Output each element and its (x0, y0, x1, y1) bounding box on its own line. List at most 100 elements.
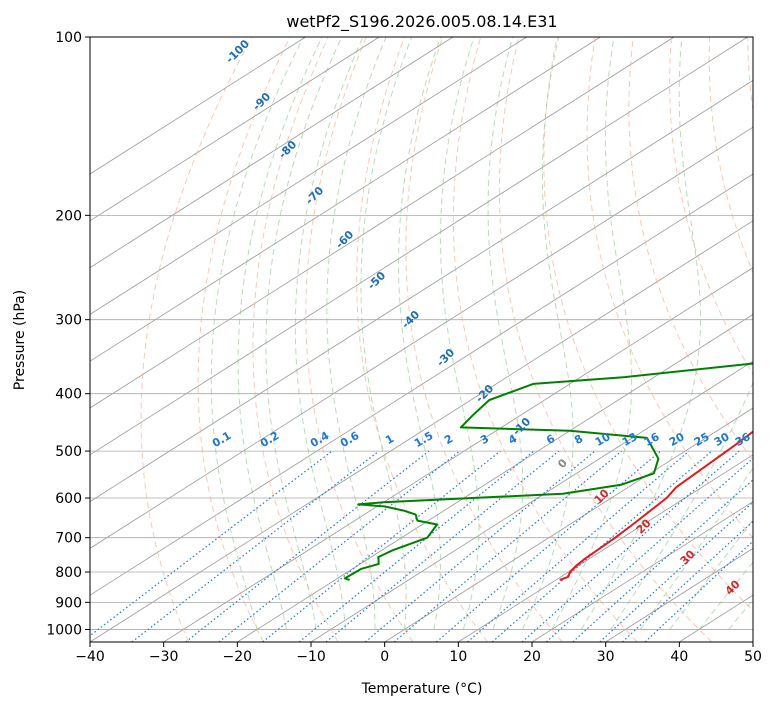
isotherm-line (458, 454, 753, 642)
y-tick-label: 900 (55, 595, 82, 611)
x-tick-label: −10 (296, 649, 326, 665)
x-tick-label: −30 (149, 649, 179, 665)
dry-adiabat-line (543, 37, 753, 612)
isotherm-line (90, 37, 675, 409)
x-tick-label: −20 (223, 649, 253, 665)
dry-adiabat-line (498, 37, 713, 642)
mixing-ratio-label: 0.2 (258, 429, 281, 450)
mixing-ratio-line (298, 450, 535, 642)
y-tick-label: 200 (55, 208, 82, 224)
mixing-ratio-line (393, 450, 622, 642)
moist-adiabat-line (580, 37, 702, 630)
moist-adiabat-line (360, 37, 413, 630)
mixing-ratio-line (218, 450, 461, 642)
dry-adiabat-line (197, 37, 291, 642)
mixing-ratio-label: 8 (572, 432, 585, 447)
isotherm-line (384, 407, 753, 642)
isotherm-line (237, 313, 753, 642)
plot-frame (89, 36, 754, 643)
mixing-ratio-label: 2 (442, 432, 455, 447)
chart-title: wetPf2_S196.2026.005.08.14.E31 (286, 12, 557, 32)
moist-adiabat-line (398, 37, 442, 630)
mixing-ratio-label: 0.6 (338, 429, 362, 450)
isotherm-line (90, 173, 753, 596)
dewpoint-profile-line (343, 362, 753, 581)
moist-adiabat-line (210, 37, 304, 630)
isotherm-line (90, 37, 454, 269)
x-axis-label: Temperature (°C) (361, 681, 483, 697)
mixing-ratio-line (325, 450, 560, 642)
dry-adiabat-label: -80 (276, 138, 299, 161)
mixing-ratio-label: 20 (667, 430, 687, 449)
mixing-ratio-line (185, 450, 430, 642)
x-tick-label: 30 (597, 649, 615, 665)
mixing-ratio-line (131, 450, 380, 642)
mixing-ratio-label: 25 (692, 430, 712, 449)
dry-adiabat-label: -50 (365, 269, 388, 292)
mixing-ratio-line (467, 450, 690, 642)
isotherm-line (90, 37, 748, 456)
dry-adiabat-label: -30 (434, 346, 457, 369)
moist-adiabat-line (698, 561, 753, 630)
moist-adiabat-label: 40 (723, 577, 743, 597)
mixing-ratio-label: 16 (642, 430, 662, 449)
isotherm-line (90, 220, 753, 642)
mixing-ratio-label: 0.4 (308, 429, 332, 450)
dry-adiabat-line (405, 37, 563, 642)
mixing-ratio-label: 1 (383, 432, 396, 447)
isotherm-line (752, 641, 753, 642)
y-axis-label: Pressure (hPa) (12, 290, 28, 390)
dry-adiabat-line (140, 37, 253, 642)
x-tick-label: 20 (523, 649, 541, 665)
mixing-ratio-line (262, 450, 501, 642)
dry-adiabat-label: -70 (303, 184, 326, 207)
mixing-ratio-line (90, 450, 333, 637)
mixing-ratio-line (545, 457, 753, 642)
moist-adiabat-line (521, 37, 574, 630)
x-tick-label: −40 (75, 649, 105, 665)
dry-adiabat-line (356, 37, 488, 642)
temperature-profile-line (559, 430, 753, 581)
mixing-ratio-label: 30 (712, 430, 732, 449)
y-tick-label: 800 (55, 565, 82, 581)
mixing-ratio-line (572, 479, 753, 642)
moist-adiabat-line (440, 37, 480, 630)
moist-adiabat-label: 30 (678, 547, 698, 567)
isotherm-line (531, 501, 753, 642)
dry-adiabat-label: -20 (473, 382, 496, 405)
dry-adiabat-line (628, 37, 753, 462)
x-tick-label: 10 (449, 649, 467, 665)
isotherm-line (163, 267, 753, 642)
axes: −40 −30 −20 −10 0 10 20 30 40 5010020030040050060… (46, 30, 762, 665)
moist-adiabat-line (487, 37, 524, 630)
moist-adiabat-line (639, 466, 753, 630)
moist-adiabat-label: 0 (555, 456, 570, 471)
y-tick-label: 100 (55, 30, 82, 46)
moist-adiabat-line (265, 37, 343, 630)
mixing-ratio-line (364, 450, 596, 642)
x-tick-label: 0 (380, 649, 389, 665)
dry-adiabat-label: -60 (333, 228, 356, 251)
mixing-ratio-line (521, 450, 740, 642)
y-tick-label: 300 (55, 313, 82, 329)
moist-adiabat-line (728, 599, 753, 630)
isotherm-line (90, 37, 306, 175)
mixing-ratio-label: 3 (478, 432, 491, 447)
x-tick-label: 40 (670, 649, 688, 665)
moist-adiabat-line (669, 519, 753, 630)
mixing-ratio-line (644, 540, 753, 642)
isotherm-line (679, 594, 753, 642)
dry-adiabat-label: -100 (223, 37, 252, 66)
x-tick-label: 50 (744, 649, 762, 665)
plot-area: 0.1 0.2 0.4 0.6 1 1.5 2 3 4 6 8 10 13 16 20 25 30 36-100-… (90, 37, 753, 642)
moist-adiabat-line (610, 381, 753, 630)
isotherm-line (90, 37, 527, 315)
dry-adiabat-line (586, 37, 753, 539)
isotherm-line (90, 37, 601, 362)
dry-adiabat-line (452, 37, 638, 642)
mixing-ratio-line (436, 450, 661, 642)
moist-adiabat-line (326, 37, 387, 630)
mixing-ratio-label: 1.5 (412, 429, 435, 450)
isotherm-line (90, 79, 753, 503)
